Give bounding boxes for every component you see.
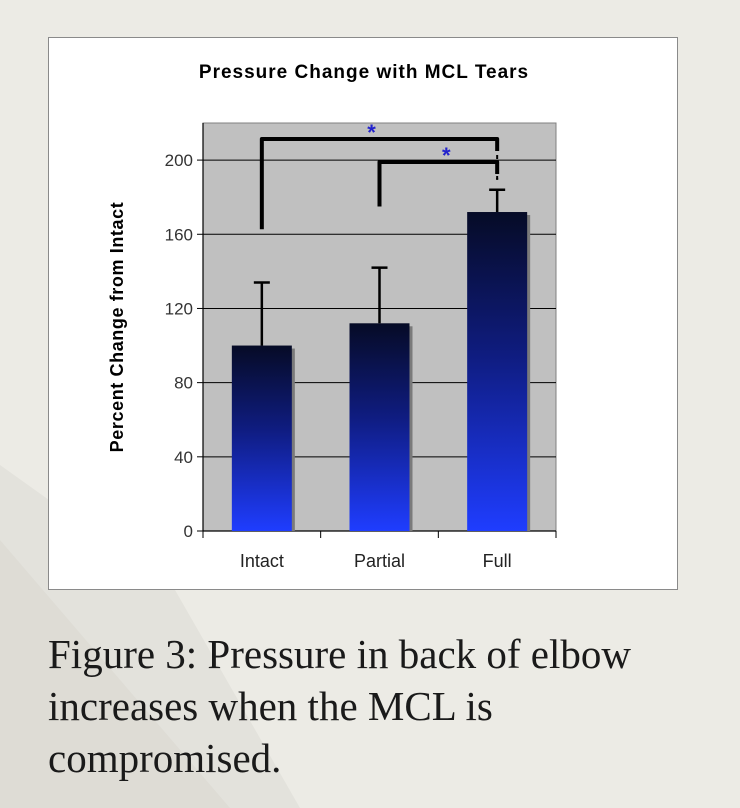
bar-full <box>467 212 528 531</box>
bar-chart: Pressure Change with MCL Tears 0 40 80 120 16… <box>107 62 557 571</box>
significance-star-partial-full: * <box>442 143 451 168</box>
significance-bracket-intact-full <box>259 137 500 230</box>
y-axis-label: Percent Change from Intact <box>107 202 127 453</box>
y-tick-label-200: 200 <box>165 151 193 170</box>
significance-bracket-partial-full <box>377 160 500 207</box>
significance-star-intact-full: * <box>367 120 376 145</box>
y-tick-label-160: 160 <box>165 225 193 244</box>
y-tick-label-80: 80 <box>174 374 193 393</box>
x-tick-label-intact: Intact <box>240 551 284 571</box>
bar-intact <box>231 345 292 531</box>
chart-title: Pressure Change with MCL Tears <box>199 62 529 83</box>
x-tick-label-full: Full <box>483 551 512 571</box>
y-tick-label-40: 40 <box>174 448 193 467</box>
figure-box: Pressure Change with MCL Tears 0 40 80 120 16… <box>48 37 678 590</box>
figure-caption: Figure 3: Pressure in back of elbow incr… <box>48 631 631 781</box>
x-tick-label-partial: Partial <box>354 551 405 571</box>
bar-partial <box>349 323 410 531</box>
y-tick-label-120: 120 <box>165 299 193 318</box>
y-tick-label-0: 0 <box>184 522 193 541</box>
